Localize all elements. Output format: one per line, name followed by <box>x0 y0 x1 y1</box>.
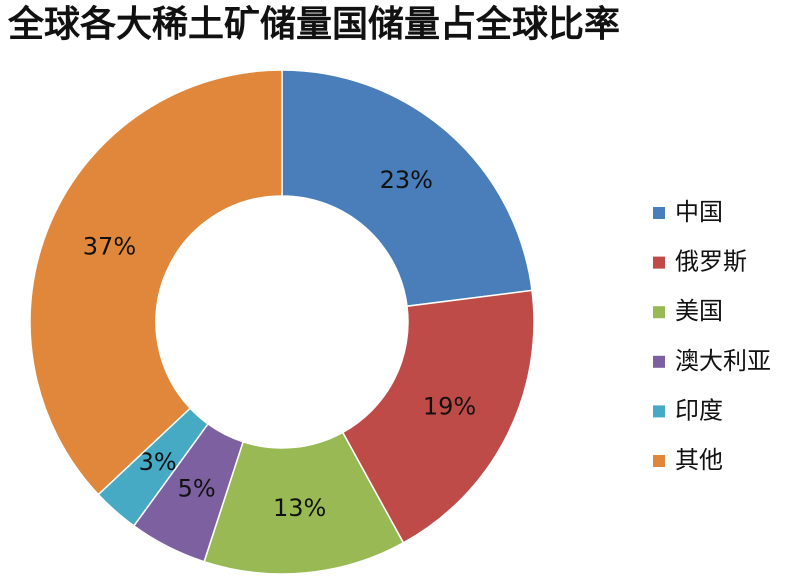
legend-label: 俄罗斯 <box>675 248 747 276</box>
legend-label: 其他 <box>675 446 723 474</box>
legend-swatch <box>653 405 665 418</box>
data-label: 19% <box>423 392 476 420</box>
donut-slice <box>341 289 535 544</box>
data-label: 5% <box>178 475 216 503</box>
data-label: 13% <box>273 494 326 522</box>
legend-swatch <box>653 355 665 368</box>
data-label: 3% <box>139 448 177 476</box>
donut-slice <box>29 69 283 496</box>
legend-swatch <box>653 455 665 467</box>
legend-label: 澳大利亚 <box>675 347 771 375</box>
legend-swatch <box>653 256 665 269</box>
chart-title: 全球各大稀土矿储量国储量占全球比率 <box>7 3 620 45</box>
data-label: 37% <box>83 232 136 260</box>
legend-label: 印度 <box>675 396 723 424</box>
legend-swatch <box>653 306 665 319</box>
data-label: 23% <box>380 166 433 194</box>
legend-label: 中国 <box>675 198 723 226</box>
legend-swatch <box>653 207 665 219</box>
legend-label: 美国 <box>675 297 723 325</box>
donut-slice <box>281 69 533 308</box>
